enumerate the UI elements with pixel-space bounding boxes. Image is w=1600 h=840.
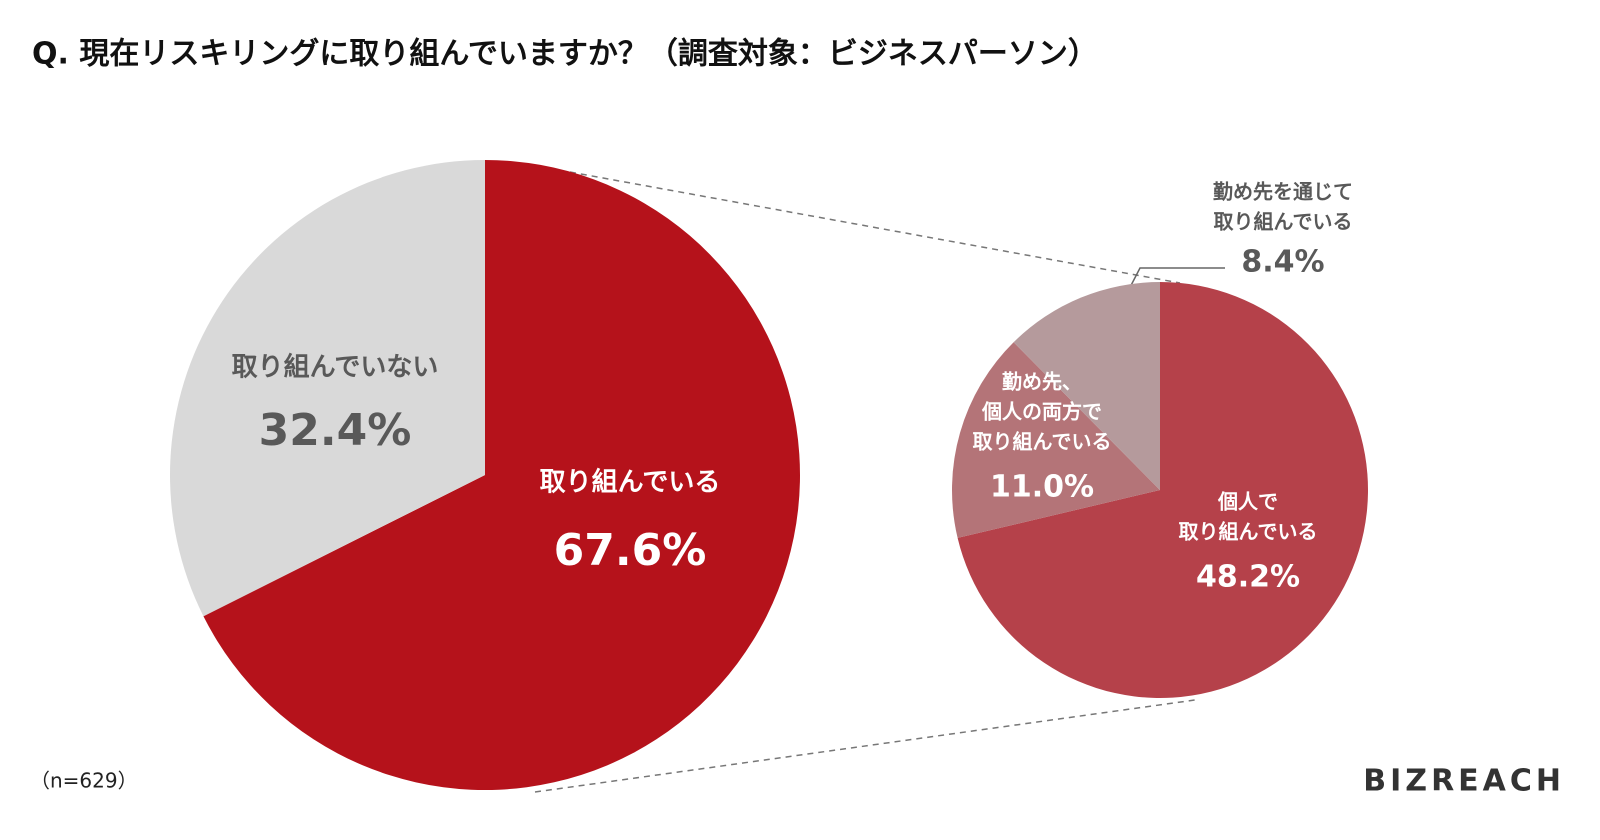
logo: BIZREACH	[1363, 764, 1565, 799]
value-label: 48.2%	[1196, 560, 1300, 595]
slice-label: 取り組んでいる	[540, 467, 721, 498]
value-label: 11.0%	[990, 470, 1094, 505]
title: Q. 現在リスキリングに取り組んでいますか？（調査対象：ビジネスパーソン）	[32, 37, 1098, 72]
slice-label: 勤め先を通じて	[1213, 180, 1353, 204]
value-label: 32.4%	[259, 405, 412, 456]
pie-slice	[169, 160, 485, 617]
slice-label: 取り組んでいる	[1214, 210, 1353, 234]
pie-slice	[203, 160, 800, 790]
pie-slice	[1013, 282, 1160, 490]
slice-label: 個人で	[1217, 490, 1278, 514]
pie-slice	[952, 342, 1160, 538]
value-label: 67.6%	[554, 525, 707, 576]
connector	[569, 171, 1181, 284]
slice-label: 取り組んでいる	[973, 430, 1112, 454]
note: （n=629）	[30, 769, 138, 793]
slice-label: 取り組んでいる	[1179, 520, 1318, 544]
slice-label: 個人の両方で	[981, 400, 1102, 424]
connector	[534, 699, 1196, 793]
slice-label: 勤め先、	[1002, 370, 1082, 394]
value-label: 8.4%	[1241, 245, 1324, 280]
pie-slice	[957, 282, 1369, 699]
slice-label: 取り組んでいない	[232, 352, 439, 383]
